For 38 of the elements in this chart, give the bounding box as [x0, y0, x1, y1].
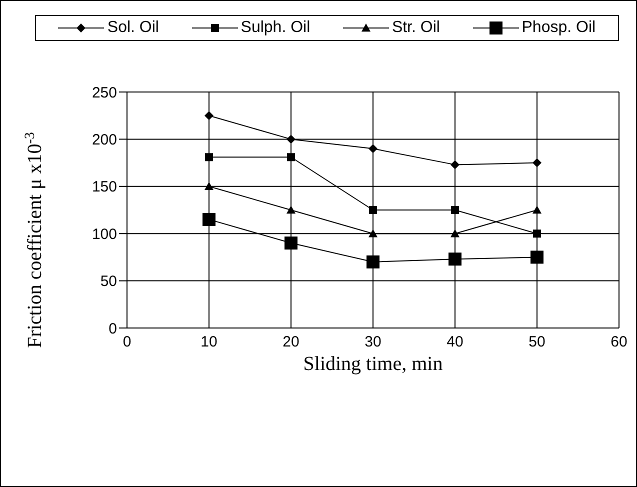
- x-tick-label: 10: [200, 334, 218, 351]
- point: [451, 206, 459, 214]
- legend-label: Phosp. Oil: [522, 19, 596, 37]
- point: [286, 206, 296, 214]
- point: [284, 236, 298, 250]
- x-tick-label: 0: [122, 334, 132, 351]
- legend-label: Sulph. Oil: [240, 19, 310, 37]
- y-tick-label: 100: [92, 226, 117, 243]
- point: [533, 230, 541, 238]
- legend-label: Str. Oil: [392, 19, 440, 37]
- point: [450, 160, 460, 170]
- x-tick-label: 40: [446, 334, 464, 351]
- point: [369, 206, 377, 214]
- point: [532, 158, 542, 168]
- point: [530, 250, 544, 264]
- y-tick-label: 250: [92, 84, 117, 102]
- legend-label: Sol. Oil: [107, 19, 159, 37]
- y-tick-label: 50: [100, 273, 117, 290]
- y-tick-label: 150: [92, 178, 117, 196]
- point: [204, 182, 214, 190]
- x-tick-label: 20: [282, 334, 300, 351]
- x-tick-label: 30: [364, 334, 382, 351]
- point: [205, 153, 213, 162]
- point: [204, 111, 214, 120]
- point: [202, 212, 216, 226]
- x-tick-label: 60: [610, 334, 628, 351]
- y-tick-label: 0: [108, 320, 117, 338]
- y-tick-label: 200: [92, 132, 117, 149]
- x-tick-label: 50: [528, 334, 546, 351]
- point: [532, 206, 542, 214]
- point: [448, 252, 462, 266]
- point: [368, 144, 378, 154]
- x-axis-title: Sliding time, min: [303, 353, 443, 376]
- point: [450, 229, 460, 238]
- point: [286, 134, 296, 144]
- point: [368, 229, 378, 238]
- point: [287, 153, 295, 162]
- point: [366, 255, 380, 268]
